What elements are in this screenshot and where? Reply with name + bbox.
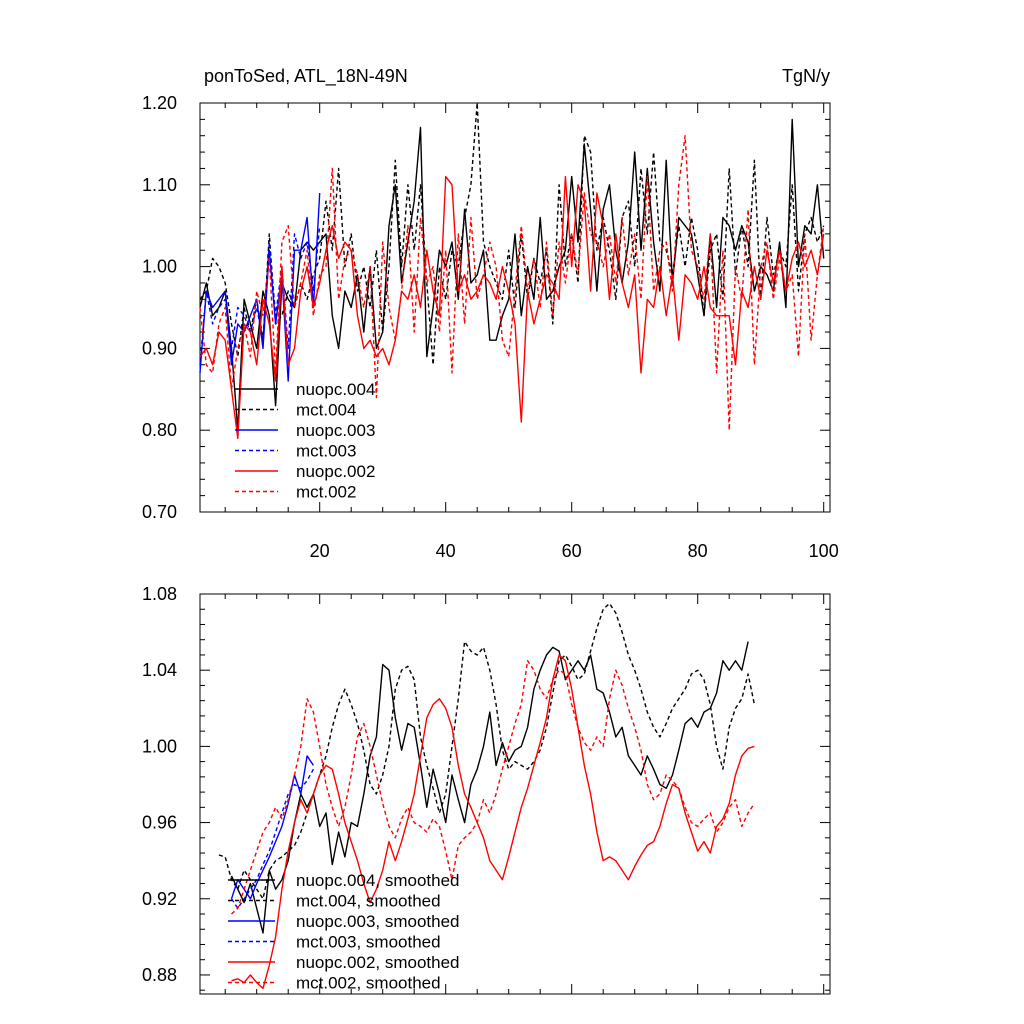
series-line-mct-002 bbox=[199, 134, 825, 431]
y-tick-label: 0.80 bbox=[142, 420, 177, 440]
x-tick-label: 100 bbox=[809, 541, 839, 561]
x-tick-label: 20 bbox=[310, 541, 330, 561]
legend-label: mct.002 bbox=[296, 483, 356, 502]
series-line-mct-004 bbox=[199, 102, 825, 366]
series-line-mct-003 bbox=[199, 225, 321, 365]
y-tick-label: 1.20 bbox=[142, 93, 177, 113]
x-tick-label: 60 bbox=[562, 541, 582, 561]
x-tick-label: 80 bbox=[688, 541, 708, 561]
series-line-nuopc-004 bbox=[199, 118, 825, 431]
chart-units: TgN/y bbox=[782, 66, 830, 86]
y-tick-label: 1.04 bbox=[142, 660, 177, 680]
series-line-mct-003-smoothed bbox=[230, 768, 315, 909]
legend-label: nuopc.002, smoothed bbox=[296, 953, 460, 972]
series-line-nuopc-002 bbox=[199, 175, 825, 440]
series-line-nuopc-003-smoothed bbox=[230, 755, 314, 900]
series-line-nuopc-004-smoothed bbox=[230, 641, 749, 934]
y-tick-label: 0.92 bbox=[142, 889, 177, 909]
y-tick-label: 0.70 bbox=[142, 502, 177, 522]
y-tick-label: 0.96 bbox=[142, 813, 177, 833]
legend-label: nuopc.003 bbox=[296, 421, 375, 440]
y-tick-label: 1.10 bbox=[142, 175, 177, 195]
legend-label: mct.004 bbox=[296, 401, 356, 420]
y-tick-label: 1.00 bbox=[142, 257, 177, 277]
plot-frame bbox=[199, 593, 831, 995]
y-tick-label: 0.88 bbox=[142, 965, 177, 985]
legend-label: mct.003 bbox=[296, 442, 356, 461]
y-tick-label: 1.08 bbox=[142, 584, 177, 604]
series-line-nuopc-002-smoothed bbox=[231, 654, 755, 989]
legend-label: nuopc.004 bbox=[296, 380, 375, 399]
legend-label: nuopc.002 bbox=[296, 462, 375, 481]
legend-label: mct.002, smoothed bbox=[296, 974, 441, 993]
top-panel: 20 40 60 80 100 0.70 0.80 0.90 1.00 1.10 1.20 nuopc… bbox=[142, 93, 839, 561]
chart-title: ponToSed, ATL_18N-49N bbox=[204, 66, 408, 87]
x-tick-label: 40 bbox=[436, 541, 456, 561]
series-line-mct-002-smoothed bbox=[231, 660, 755, 915]
bottom-panel: 0.88 0.92 0.96 1.00 1.04 1.08 nuopc.004, smoot… bbox=[142, 584, 831, 995]
legend-label: mct.003, smoothed bbox=[296, 933, 441, 952]
legend-label: mct.004, smoothed bbox=[296, 892, 441, 911]
legend-label: nuopc.003, smoothed bbox=[296, 912, 460, 931]
legend-label: nuopc.004, smoothed bbox=[296, 871, 460, 890]
y-tick-label: 1.00 bbox=[142, 736, 177, 756]
y-tick-label: 0.90 bbox=[142, 338, 177, 358]
